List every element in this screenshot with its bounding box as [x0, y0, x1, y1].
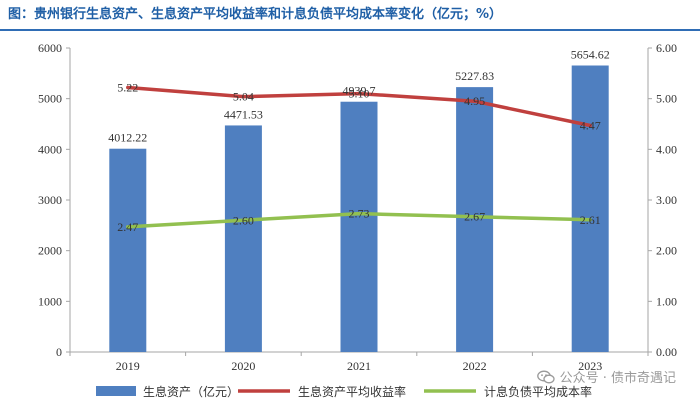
bar-value-label: 4471.53: [224, 107, 263, 121]
x-tick-label: 2019: [116, 359, 140, 373]
y-right-tick-label: 6.00: [656, 41, 677, 55]
cost-line: [126, 211, 592, 229]
y-left-tick-label: 0: [56, 345, 62, 359]
legend-cost-label: 计息负债平均成本率: [484, 384, 592, 399]
x-tick-label: 2023: [578, 359, 602, 373]
bar-2021: [340, 101, 378, 352]
cost-value-label: 2.61: [580, 213, 601, 227]
legend-yield-label: 生息资产平均收益率: [298, 384, 406, 399]
bar-value-label: 5227.83: [455, 69, 494, 83]
yield-value-label: 5.04: [233, 90, 254, 104]
cost-value-label: 2.60: [233, 213, 254, 227]
bar-value-label: 5654.62: [571, 47, 610, 61]
bar-2022: [456, 87, 494, 352]
y-right-tick-label: 4.00: [656, 142, 677, 156]
x-tick-label: 2020: [231, 359, 255, 373]
y-left-tick-label: 6000: [38, 41, 62, 55]
y-right-tick-label: 2.00: [656, 244, 677, 258]
y-right-tick-label: 0.00: [656, 345, 677, 359]
title-underline: [0, 29, 700, 31]
cost-value-label: 2.67: [464, 210, 485, 224]
bar-2019: [109, 148, 147, 352]
x-tick-label: 2022: [463, 359, 487, 373]
bar-value-label: 4012.22: [108, 131, 147, 145]
yield-value-label: 5.10: [349, 87, 370, 101]
y-left-tick-label: 3000: [38, 193, 62, 207]
wechat-icon: [536, 370, 555, 383]
cost-value-label: 2.47: [117, 220, 138, 234]
legend-bar-label: 生息资产（亿元）: [143, 384, 239, 399]
y-left-tick-label: 5000: [38, 92, 62, 106]
y-left-tick-label: 1000: [38, 294, 62, 308]
yield-value-label: 4.47: [580, 119, 601, 133]
y-right-tick-label: 1.00: [656, 294, 677, 308]
y-left-tick-label: 2000: [38, 244, 62, 258]
x-tick-label: 2021: [347, 359, 371, 373]
chart-title: 图：贵州银行生息资产、生息资产平均收益率和计息负债平均成本率变化（亿元；%）: [8, 7, 503, 22]
watermark-text: 公众号 · 债市奇遇记: [559, 371, 676, 386]
bar-value-label: 4939.7: [343, 84, 376, 98]
yield-line: [126, 85, 592, 128]
bar-2023: [571, 65, 609, 352]
watermark: 公众号 · 债市奇遇记: [536, 367, 676, 386]
yield-value-label: 5.22: [117, 81, 138, 95]
y-right-tick-label: 3.00: [656, 193, 677, 207]
y-right-tick-label: 5.00: [656, 92, 677, 106]
bar-2020: [224, 125, 262, 353]
y-left-tick-label: 4000: [38, 142, 62, 156]
legend-bar-swatch: [96, 386, 136, 396]
yield-value-label: 4.95: [464, 94, 485, 108]
cost-value-label: 2.73: [349, 207, 370, 221]
